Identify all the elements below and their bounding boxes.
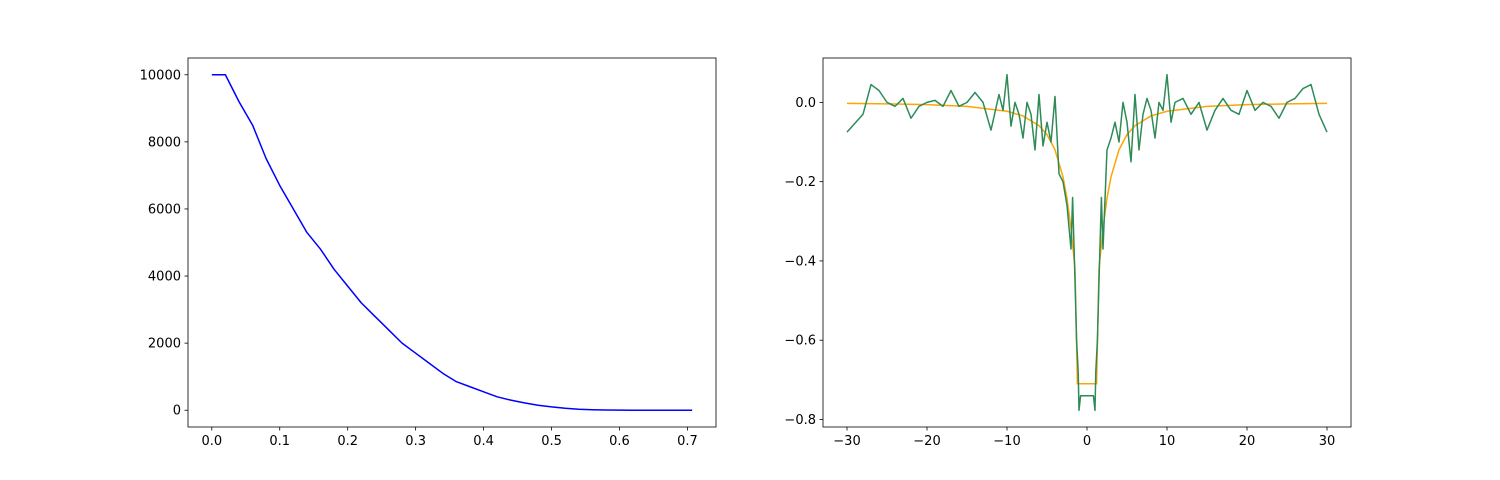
data-line: [846, 73, 1328, 412]
x-tick-label: 0.7: [677, 434, 698, 449]
x-tick-label: 0.4: [473, 434, 494, 449]
x-tick-label: 0.5: [541, 434, 562, 449]
x-tick-label: −20: [913, 434, 940, 449]
y-tick-label: 8000: [148, 135, 181, 150]
x-tick-label: 0.0: [201, 434, 222, 449]
x-tick-label: 0.2: [337, 434, 358, 449]
y-tick-label: 6000: [148, 202, 181, 217]
y-tick-label: −0.2: [784, 175, 816, 190]
y-tick-label: 0.0: [795, 96, 816, 111]
y-tick-label: −0.8: [784, 413, 816, 428]
y-tick-label: 2000: [148, 337, 181, 352]
y-tick-label: 4000: [148, 270, 181, 285]
x-tick-label: 0.6: [609, 434, 630, 449]
y-tick-label: −0.4: [784, 254, 816, 269]
axes-frame: [187, 57, 717, 428]
data-line: [211, 74, 693, 411]
x-tick-label: 20: [1239, 434, 1256, 449]
x-tick-label: 0.1: [269, 434, 290, 449]
x-tick-label: −30: [833, 434, 860, 449]
x-tick-label: 10: [1159, 434, 1176, 449]
x-tick-label: −10: [993, 434, 1020, 449]
y-tick-label: 10000: [140, 68, 181, 83]
x-tick-label: 0.3: [405, 434, 426, 449]
y-tick-label: −0.6: [784, 334, 816, 349]
data-line: [846, 102, 1328, 385]
x-tick-label: 0: [1083, 434, 1091, 449]
x-tick-label: 30: [1319, 434, 1336, 449]
y-tick-label: 0: [173, 404, 181, 419]
